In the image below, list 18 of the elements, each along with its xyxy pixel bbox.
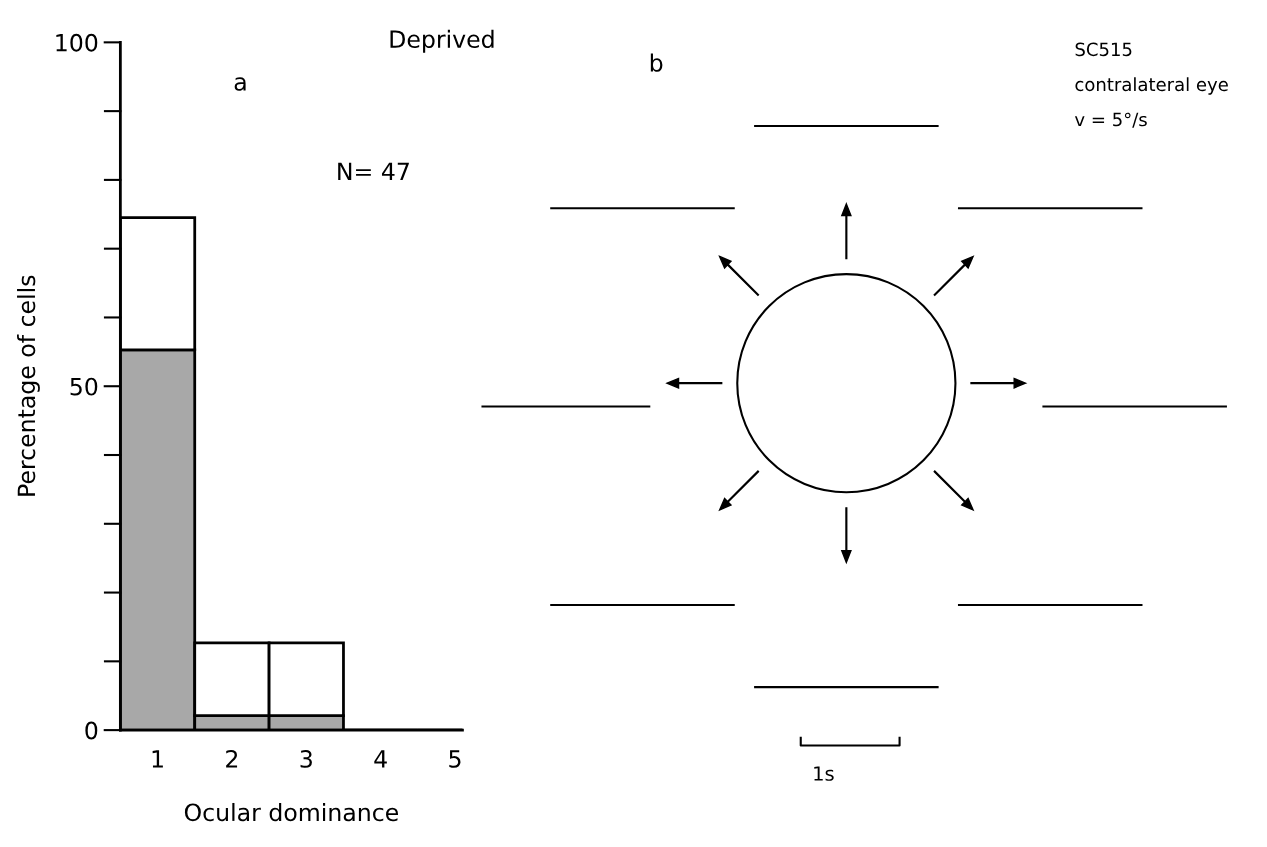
y-tick-label: 100: [56, 33, 98, 52]
text: SC515: [1075, 42, 1132, 57]
x-tick-label: 3: [300, 749, 312, 768]
chart-title: Deprived: [390, 29, 494, 53]
text: contralateral eye: [1075, 77, 1228, 95]
annotation: N= 47: [338, 162, 409, 180]
text: b: [650, 53, 663, 72]
y-tick-label: 50: [70, 377, 98, 396]
text: v = 5°/s: [1074, 112, 1147, 128]
text: 1s: [814, 766, 834, 781]
annotation: a: [234, 77, 246, 91]
x-axis-title: Ocular dominance: [184, 802, 398, 822]
y-axis-title: Percentage of cells: [17, 275, 40, 496]
x-tick-label: 2: [226, 749, 238, 768]
x-tick-label: 1: [152, 750, 163, 768]
x-tick-label: 4: [374, 750, 387, 768]
y-tick-label: 0: [85, 721, 98, 740]
x-tick-label: 5: [449, 750, 461, 768]
